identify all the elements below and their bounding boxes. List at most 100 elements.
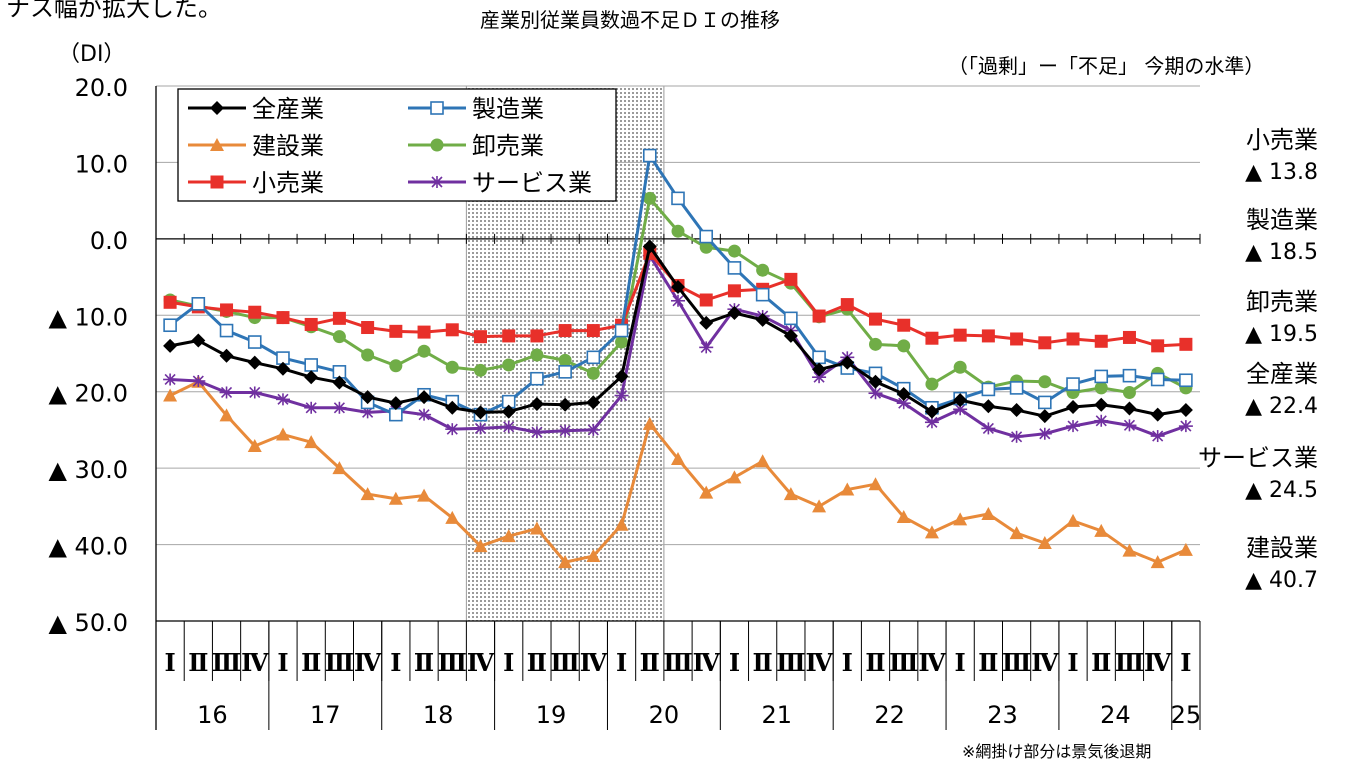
latest-level-value: ▲ 19.5 [1245,322,1318,347]
legend-label: 小売業 [252,169,324,197]
latest-level-value: ▲ 40.7 [1245,568,1318,593]
quarter-label: Ⅰ [277,648,288,677]
latest-level-value: ▲ 22.4 [1245,394,1318,419]
series-point [783,328,798,343]
series-point [558,365,572,379]
series-point [558,353,572,367]
series-point [210,175,224,189]
intro-text: ナス幅が拡大した。 [6,0,222,22]
quarter-label: Ⅱ [301,648,321,677]
series-point [1037,409,1052,424]
quarter-label: Ⅳ [580,648,608,677]
series-point [445,360,459,374]
quarter-label: Ⅰ [390,648,401,677]
series-point [953,512,968,526]
series-point [924,525,939,539]
series-point [275,427,290,441]
latest-level-name: 小売業 [1246,126,1318,154]
series-point [615,335,629,349]
series-point [1066,377,1080,391]
series-point [304,401,319,414]
series-point [897,339,911,353]
series-point [501,529,516,543]
legend-item: 卸売業 [408,132,544,160]
series-point [953,360,967,374]
series-point [1122,401,1137,416]
series-point [417,325,431,339]
year-label: 25 [1171,701,1202,729]
series-point [784,272,798,286]
series-point [869,312,883,326]
series-point [1037,536,1052,550]
series-point [812,309,826,323]
y-tick-label: ▲ 20.0 [48,380,128,408]
quarter-label: Ⅰ [955,648,966,677]
series-point [869,337,883,351]
quarter-label: Ⅰ [503,648,514,677]
series-point [163,318,177,333]
series-point [529,396,544,411]
series-point [614,389,629,402]
quarter-label: Ⅰ [1067,648,1078,677]
series-point [1038,395,1052,410]
series-point [642,416,657,430]
quarter-label: Ⅱ [188,648,208,677]
series-point [247,438,262,452]
series-point [430,138,444,152]
series-point [727,244,741,258]
series-point [389,359,403,373]
series-point [191,297,206,311]
series-point [1009,526,1024,540]
series-point [1066,400,1081,414]
series-point [727,305,742,320]
year-label: 17 [310,701,341,729]
y-tick-label: ▲ 50.0 [48,609,128,637]
legend-label: 卸売業 [472,132,544,160]
latest-level-name: 卸売業 [1246,288,1318,316]
series-point [614,369,629,384]
latest-level-name: 建設業 [1246,534,1318,562]
quarter-label: Ⅱ [414,648,434,677]
series-point [671,224,685,238]
series-point [897,318,911,332]
series-point [981,382,996,397]
quarter-label: Ⅳ [1144,648,1172,677]
series-point [586,366,600,380]
quarter-label: Ⅲ [325,648,354,677]
y-axis-unit: （DI） [58,42,126,67]
series-point [389,324,403,338]
series-point [1151,339,1165,353]
quarter-label: Ⅰ [729,648,740,677]
series-point [1122,419,1137,432]
series-point [1094,369,1109,384]
series-point [643,191,657,205]
series-point [1178,403,1193,418]
y-tick-label: 0.0 [90,227,128,255]
series-point [501,420,516,433]
series-point [586,423,601,436]
series-point [388,491,403,505]
series-point [699,315,714,330]
series-point [840,298,854,312]
series-point [430,101,444,115]
year-label: 22 [874,701,905,729]
series-point [953,403,968,416]
series-point [671,280,685,295]
series-point [501,404,516,419]
quarter-label: Ⅳ [1031,648,1059,677]
series-diamond [163,239,1193,424]
legend-label: サービス業 [472,169,592,197]
series-point [1094,381,1108,395]
series-point [868,374,883,389]
series-point [1066,420,1081,433]
series-point [699,293,713,307]
series-point [953,393,968,408]
series-point [614,517,629,531]
series-point [473,405,488,420]
series-point [276,311,290,325]
series-point [388,396,403,411]
legend-label: 製造業 [472,95,544,123]
series-point [1009,430,1024,443]
series-point [1178,420,1193,433]
series-point [445,323,459,337]
